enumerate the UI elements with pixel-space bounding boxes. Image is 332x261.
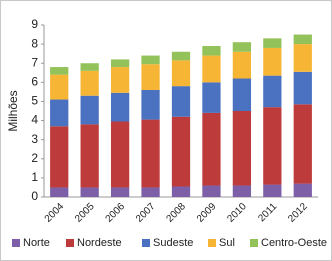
y-tick-label: 3 [31, 132, 38, 146]
bar-segment [80, 70, 99, 96]
bar-segment [171, 86, 191, 117]
y-tick-label: 5 [31, 94, 38, 108]
bar-segment [80, 63, 99, 71]
bar-segment [232, 51, 252, 79]
bar-segment [110, 67, 130, 93]
bar-segment [110, 92, 130, 122]
legend-label: Sudeste [153, 237, 193, 249]
bar-segment [293, 44, 312, 72]
bar-segment [263, 184, 282, 197]
bar-segment [202, 55, 221, 83]
legend-swatch [250, 239, 258, 247]
bar-segment [293, 183, 312, 197]
y-tick-label: 9 [31, 17, 38, 31]
bar-segment [110, 187, 130, 197]
bar-segment [171, 116, 191, 187]
bar-segment [50, 99, 69, 127]
bar-segment [80, 124, 99, 188]
bar-segment [171, 186, 191, 197]
y-tick-label: 2 [31, 151, 38, 165]
y-tick-label: 6 [31, 75, 38, 89]
bar-segment [263, 75, 282, 108]
bar-segment [141, 89, 160, 120]
bar-segment [232, 78, 252, 111]
bar-segment [110, 59, 130, 68]
bar-segment [50, 67, 69, 75]
legend-label: Sul [219, 237, 235, 249]
y-tick-label: 7 [31, 55, 38, 69]
bar-segment [293, 104, 312, 184]
y-axis-label: Milhões [6, 90, 20, 131]
bar-segment [50, 74, 69, 100]
legend-label: Centro-Oeste [261, 237, 327, 249]
bar-segment [171, 60, 191, 87]
bar-segment [80, 187, 99, 197]
bar-segment [141, 55, 160, 65]
legend-label: Nordeste [77, 237, 122, 249]
bar-segment [202, 112, 221, 186]
bar-segment [110, 121, 130, 188]
y-tick-label: 1 [31, 170, 38, 184]
bar-segment [263, 38, 282, 48]
bar-segment [202, 46, 221, 56]
bar-segment [171, 51, 191, 61]
legend-label: Norte [23, 237, 50, 249]
bar-segment [50, 126, 69, 188]
bar-segment [202, 82, 221, 113]
bar-segment [263, 107, 282, 185]
bar-segment [263, 47, 282, 76]
bar-segment [141, 64, 160, 90]
bar-segment [232, 111, 252, 186]
legend-swatch [12, 239, 20, 247]
bar-segment [141, 119, 160, 188]
bar-segment [232, 42, 252, 52]
bar-segment [141, 187, 160, 197]
legend-swatch [66, 239, 74, 247]
y-tick-label: 0 [31, 189, 38, 203]
bar-segment [202, 185, 221, 197]
y-tick-label: 8 [31, 36, 38, 50]
bar-segment [232, 185, 252, 197]
bar-segment [80, 95, 99, 125]
bar-segment [50, 187, 69, 197]
legend-swatch [142, 239, 150, 247]
y-tick-label: 4 [31, 113, 38, 127]
bar-segment [293, 71, 312, 105]
legend-swatch [208, 239, 216, 247]
bar-segment [293, 34, 312, 45]
